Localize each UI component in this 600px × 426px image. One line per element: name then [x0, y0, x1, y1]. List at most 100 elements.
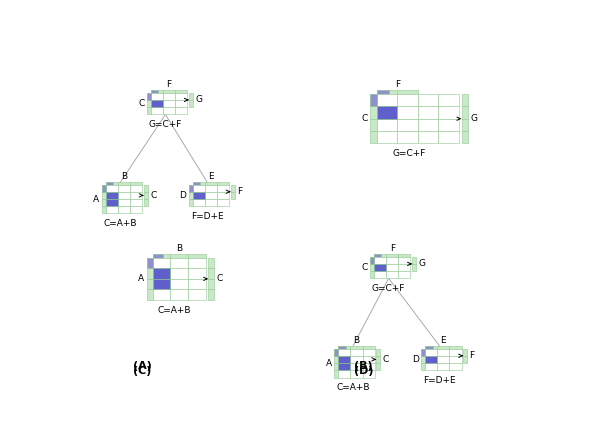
Bar: [449, 348, 461, 356]
Bar: [377, 90, 397, 94]
Bar: [147, 93, 151, 100]
Text: E: E: [208, 172, 214, 181]
Bar: [437, 363, 449, 370]
Bar: [397, 94, 418, 106]
Bar: [334, 370, 338, 377]
Bar: [398, 271, 410, 279]
Bar: [425, 363, 437, 370]
Bar: [463, 356, 467, 363]
Bar: [350, 370, 362, 377]
Bar: [118, 199, 130, 206]
Bar: [462, 119, 468, 131]
Bar: [376, 348, 380, 356]
Bar: [397, 131, 418, 143]
Bar: [208, 268, 214, 279]
Text: F: F: [395, 80, 400, 89]
Bar: [386, 271, 398, 279]
Bar: [462, 106, 468, 119]
Bar: [147, 289, 153, 300]
Bar: [189, 184, 193, 192]
Bar: [147, 279, 153, 289]
Bar: [421, 356, 425, 363]
Bar: [189, 100, 193, 107]
Bar: [418, 94, 438, 106]
Bar: [130, 206, 142, 213]
Bar: [370, 271, 374, 279]
Text: C: C: [361, 263, 367, 272]
Bar: [362, 363, 374, 370]
Bar: [188, 268, 206, 279]
Bar: [338, 348, 350, 356]
Text: C=A+B: C=A+B: [157, 306, 191, 315]
Text: F=D+E: F=D+E: [424, 376, 456, 385]
Bar: [163, 100, 175, 107]
Bar: [370, 106, 377, 119]
Text: G=C+F: G=C+F: [372, 284, 406, 294]
Text: C: C: [138, 99, 144, 108]
Text: C: C: [383, 355, 389, 364]
Bar: [350, 348, 362, 356]
Bar: [130, 184, 142, 192]
Bar: [163, 107, 175, 115]
Bar: [189, 184, 193, 192]
Bar: [338, 346, 350, 348]
Text: C: C: [150, 191, 157, 200]
Bar: [144, 184, 148, 192]
Bar: [449, 363, 461, 370]
Text: C=A+B: C=A+B: [336, 383, 370, 392]
Bar: [102, 184, 106, 192]
Bar: [151, 107, 163, 115]
Bar: [217, 199, 229, 206]
Bar: [151, 93, 163, 100]
Bar: [208, 289, 214, 300]
Text: (D): (D): [353, 366, 373, 376]
Bar: [374, 254, 382, 257]
Bar: [208, 279, 214, 289]
Bar: [118, 184, 130, 192]
Bar: [153, 258, 170, 268]
Bar: [151, 90, 158, 93]
Bar: [386, 264, 398, 271]
Bar: [102, 184, 106, 192]
Bar: [438, 94, 458, 106]
Bar: [338, 356, 350, 363]
Bar: [147, 107, 151, 115]
Bar: [338, 370, 350, 377]
Bar: [153, 279, 170, 289]
Bar: [421, 363, 425, 370]
Bar: [425, 346, 433, 348]
Bar: [438, 131, 458, 143]
Bar: [130, 199, 142, 206]
Bar: [102, 192, 106, 199]
Bar: [153, 254, 170, 258]
Bar: [205, 199, 217, 206]
Bar: [370, 257, 374, 264]
Bar: [362, 348, 374, 356]
Bar: [189, 192, 193, 199]
Bar: [231, 184, 235, 192]
Text: G: G: [195, 95, 202, 104]
Bar: [374, 264, 386, 271]
Text: E: E: [440, 336, 446, 345]
Bar: [386, 257, 398, 264]
Bar: [153, 268, 170, 279]
Bar: [106, 184, 118, 192]
Bar: [350, 356, 362, 363]
Bar: [377, 119, 397, 131]
Bar: [151, 100, 163, 107]
Bar: [462, 131, 468, 143]
Bar: [170, 289, 188, 300]
Bar: [377, 131, 397, 143]
Text: C: C: [361, 114, 367, 123]
Bar: [153, 254, 163, 258]
Bar: [370, 94, 377, 106]
Bar: [147, 258, 153, 268]
Bar: [438, 106, 458, 119]
Bar: [397, 90, 418, 94]
Bar: [189, 93, 193, 100]
Bar: [193, 182, 200, 184]
Text: B: B: [176, 244, 182, 253]
Bar: [205, 192, 217, 199]
Bar: [153, 279, 170, 289]
Bar: [437, 356, 449, 363]
